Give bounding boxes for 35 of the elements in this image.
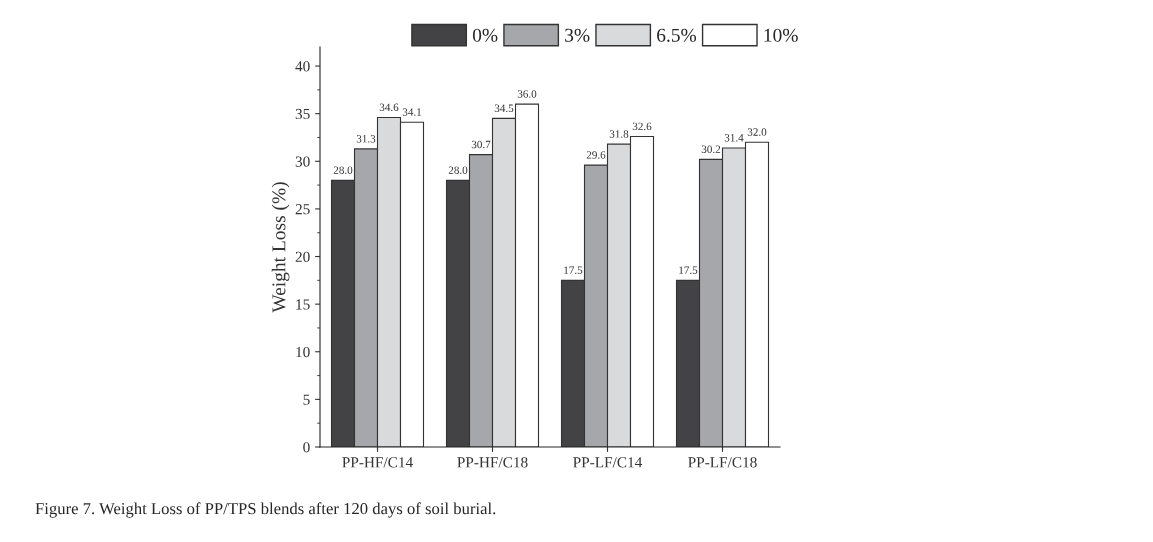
x-tick-label: PP-HF/C14	[342, 457, 413, 468]
data-label: 31.8	[609, 130, 629, 138]
y-tick-label: 35	[295, 108, 310, 120]
y-axis-title: Weight Loss (%)	[271, 182, 290, 313]
y-tick-label: 0	[303, 442, 310, 453]
y-tick-label: 15	[296, 299, 310, 310]
legend-label: 3%	[565, 28, 590, 42]
legend-label: 10%	[764, 28, 798, 42]
data-label: 31.4	[724, 134, 744, 142]
data-label: 34.1	[402, 108, 422, 116]
data-label: 30.7	[471, 140, 491, 149]
y-tick-label: 5	[303, 394, 310, 405]
y-tick-label: 30	[295, 156, 310, 167]
data-label: 32.6	[632, 122, 652, 131]
x-tick-label: PP-LF/C18	[688, 457, 757, 468]
x-tick-label: PP-LF/C14	[573, 457, 643, 468]
data-label: 17.5	[679, 266, 698, 274]
data-label: 17.5	[564, 266, 583, 274]
data-label: 29.6	[586, 151, 606, 159]
data-label: 31.3	[356, 135, 376, 143]
y-tick-label: 20	[295, 251, 310, 262]
data-label: 30.2	[701, 145, 721, 154]
y-tick-label: 25	[295, 204, 310, 215]
data-label: 34.6	[379, 103, 399, 112]
caption: Figure 7. Weight Loss of PP/TPS blends after 120 days of soil burial.	[35, 502, 496, 518]
legend-label: 0%	[472, 28, 498, 42]
data-label: 28.0	[333, 166, 353, 174]
y-tick-label: 10	[296, 346, 310, 358]
legend-label: 6.5%	[657, 28, 697, 42]
y-tick-label: 40	[295, 61, 310, 72]
data-label: 28.0	[448, 166, 468, 174]
data-label: 32.0	[747, 128, 767, 136]
x-tick-label: PP-HF/C18	[457, 457, 528, 468]
data-label: 34.5	[494, 104, 514, 113]
data-label: 36.0	[517, 90, 537, 98]
